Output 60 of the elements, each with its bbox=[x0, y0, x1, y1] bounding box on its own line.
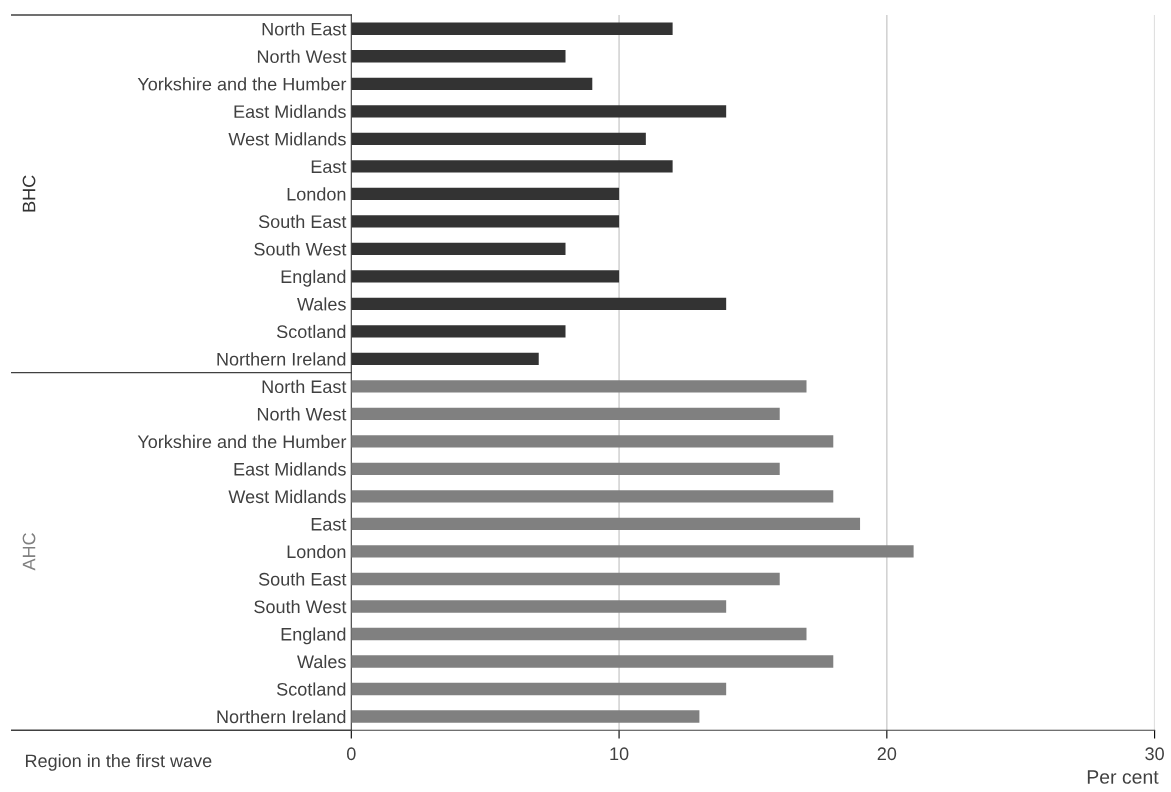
bar bbox=[351, 22, 673, 35]
bar bbox=[351, 215, 620, 228]
y-tick-label: Wales bbox=[297, 654, 346, 669]
bar bbox=[351, 132, 646, 146]
y-tick-label: North East bbox=[262, 379, 347, 394]
bar bbox=[351, 490, 834, 503]
bar bbox=[351, 572, 780, 586]
bar bbox=[351, 160, 673, 173]
bar bbox=[351, 325, 566, 338]
bar bbox=[351, 270, 620, 283]
y-tick-label: North West bbox=[257, 407, 347, 421]
y-tick-label: England bbox=[281, 269, 346, 287]
y-tick-label: London bbox=[287, 187, 346, 201]
bar bbox=[351, 352, 539, 366]
x-tick-label: 20 bbox=[877, 747, 897, 761]
bar bbox=[351, 50, 566, 63]
y-tick-label: South West bbox=[254, 599, 347, 614]
bar bbox=[351, 545, 914, 558]
y-axis-title: Region in the first wave bbox=[25, 753, 212, 771]
y-tick-label: South East bbox=[258, 214, 347, 229]
bar bbox=[351, 187, 620, 201]
y-tick-label: London bbox=[287, 544, 346, 559]
bar bbox=[351, 297, 727, 311]
bar bbox=[351, 380, 807, 393]
bar bbox=[351, 435, 834, 448]
y-tick-label: East bbox=[311, 518, 347, 531]
x-tick-label: 0 bbox=[346, 747, 356, 761]
text: AHC bbox=[22, 533, 36, 571]
y-tick-label: Scotland bbox=[277, 324, 346, 339]
y-tick-label: West Midlands bbox=[228, 132, 346, 146]
y-tick-label: Scotland bbox=[277, 682, 346, 696]
y-tick-label: England bbox=[281, 627, 346, 645]
bar bbox=[351, 710, 700, 723]
y-tick-label: North East bbox=[262, 22, 347, 36]
y-tick-label: Yorkshire and the Humber bbox=[137, 77, 347, 91]
y-tick-label: East Midlands bbox=[234, 462, 346, 476]
x-tick-label: 10 bbox=[610, 747, 629, 761]
y-tick-label: North West bbox=[257, 49, 347, 64]
x-tick-label: 30 bbox=[1145, 747, 1164, 761]
bar bbox=[351, 242, 566, 256]
bar bbox=[351, 655, 834, 668]
y-tick-label: South East bbox=[258, 572, 347, 586]
y-tick-label: Northern Ireland bbox=[217, 352, 346, 366]
bar bbox=[351, 600, 727, 613]
y-tick-label: Yorkshire and the Humber bbox=[137, 434, 347, 449]
x-axis-title: Per cent bbox=[1087, 770, 1159, 784]
bar bbox=[351, 77, 593, 90]
y-tick-label: East bbox=[311, 160, 347, 174]
bar bbox=[351, 462, 780, 476]
text: BHC bbox=[22, 175, 36, 212]
y-tick-label: West Midlands bbox=[228, 489, 346, 504]
bar bbox=[351, 105, 727, 118]
y-tick-label: Wales bbox=[297, 297, 346, 311]
bar bbox=[351, 682, 727, 696]
y-tick-label: South West bbox=[254, 242, 347, 256]
bar bbox=[351, 407, 780, 421]
y-tick-label: Northern Ireland bbox=[217, 709, 346, 724]
bar bbox=[351, 627, 807, 641]
bar bbox=[351, 517, 861, 531]
y-tick-label: East Midlands bbox=[234, 104, 346, 119]
